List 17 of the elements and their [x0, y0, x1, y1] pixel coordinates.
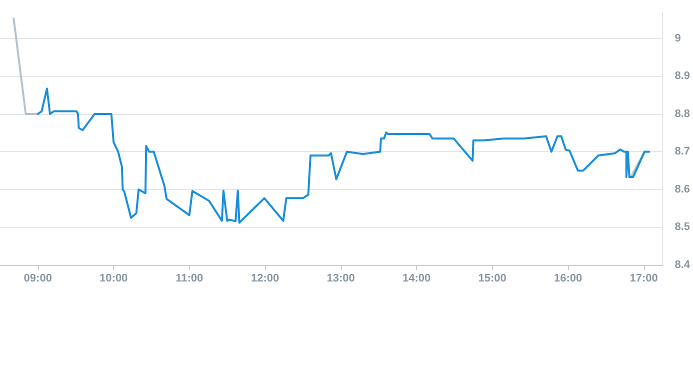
x-tick-label: 13:00	[326, 272, 355, 284]
x-tick-label: 16:00	[554, 272, 582, 284]
x-tick-label: 17:00	[630, 272, 658, 284]
y-tick-label: 8.8	[674, 108, 690, 120]
x-tick-label: 11:00	[176, 272, 204, 284]
y-tick-label: 8.6	[674, 183, 690, 196]
x-tick-label: 12:00	[251, 272, 280, 284]
line-series	[36, 88, 650, 224]
y-tick-label: 8.9	[674, 70, 690, 82]
x-tick-label: 14:00	[402, 272, 431, 284]
x-tick-label: 09:00	[24, 272, 52, 284]
y-tick-label: 8.7	[674, 146, 690, 158]
x-tick-label: 10:00	[100, 272, 128, 284]
y-tick-label: 8.5	[674, 221, 690, 234]
y-tick-label: 8.4	[674, 259, 691, 271]
x-tick-label: 15:00	[478, 272, 506, 284]
y-tick-label: 9	[674, 32, 681, 44]
